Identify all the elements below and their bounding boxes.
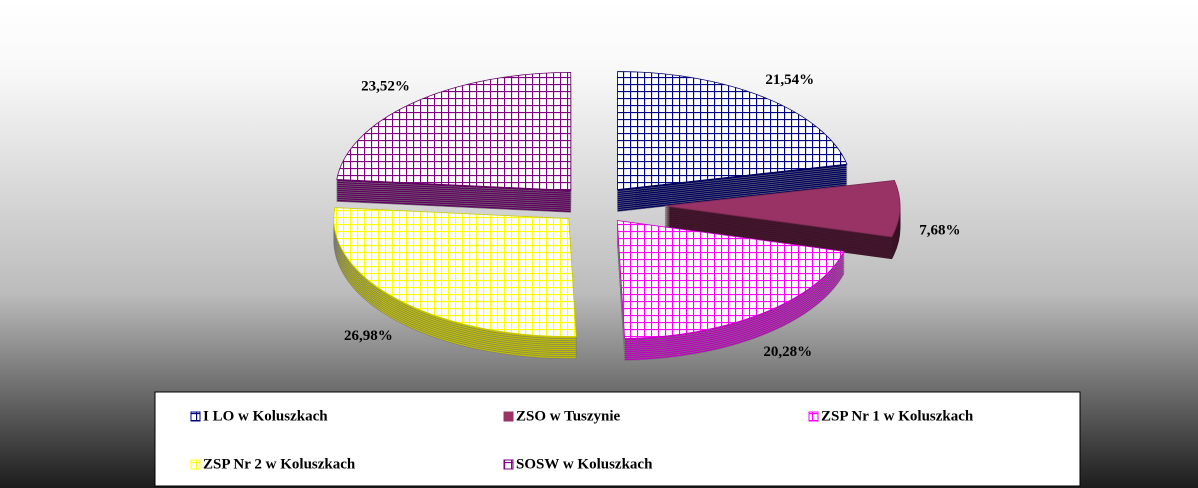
slice [333,207,577,337]
legend-label: I LO w Koluszkach [203,408,328,424]
slice-group [664,180,901,260]
slice [617,71,848,191]
legend-swatch [808,411,819,422]
data-label: 26,98% [344,328,393,344]
slice-group [336,71,572,213]
legend-label: ZSP Nr 1 w Koluszkach [821,408,974,424]
legend-label: SOSW w Koluszkach [516,456,653,472]
legend-swatch [190,459,201,470]
legend-label: ZSP Nr 2 w Koluszkach [203,456,356,472]
legend-label: ZSO w Tuszynie [516,408,621,424]
slice [616,220,845,339]
legend-swatch [503,459,514,470]
slice-group [616,220,845,361]
slice [664,180,901,238]
data-label: 21,54% [765,72,814,88]
slice [336,71,572,191]
data-label: 7,68% [919,223,960,239]
legend-swatch [190,411,201,422]
slice-group [333,207,577,359]
legend-box [154,391,1081,487]
legend-swatch [503,411,514,422]
data-label: 20,28% [763,344,812,360]
data-label: 23,52% [361,78,410,94]
slice-group [617,71,848,212]
